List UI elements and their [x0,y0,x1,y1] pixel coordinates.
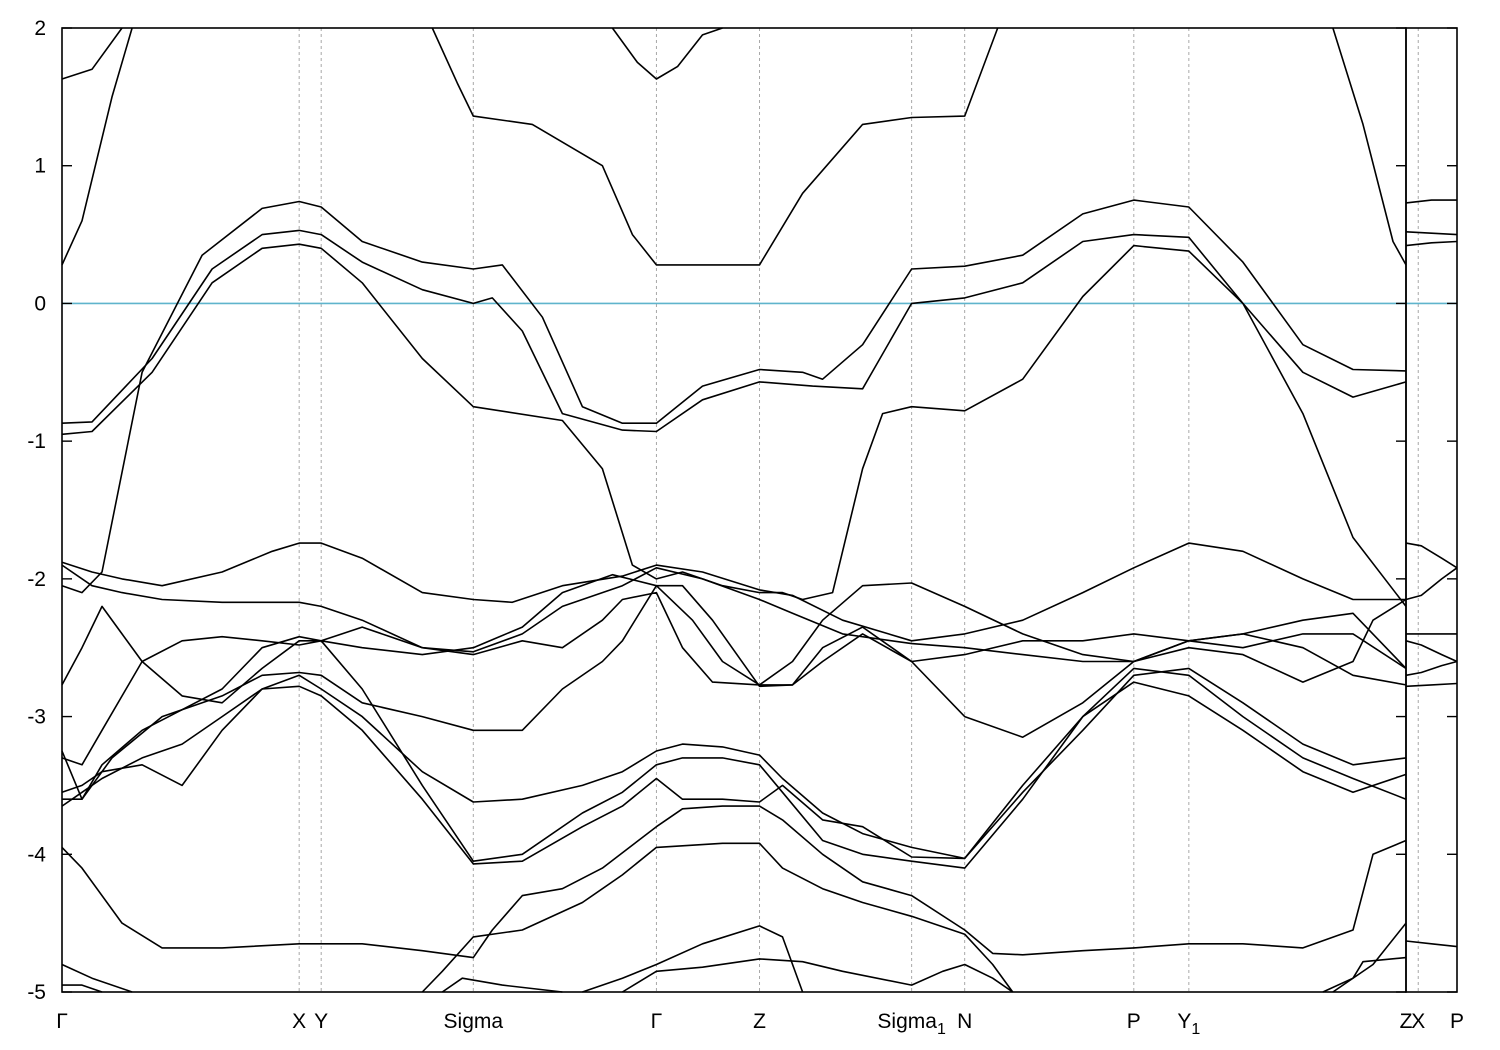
band-line [61,681,1407,865]
band-line [61,963,133,993]
band-line [62,984,103,993]
band-line [1405,682,1458,688]
band-line [62,635,1407,869]
band-line [1405,640,1458,663]
band-line [1332,922,1407,993]
band-line [61,667,1407,860]
band-line [61,199,1407,594]
y-axis-ticks [62,27,1457,993]
y-tick-label: -4 [27,843,46,866]
x-tick-label: Γ [56,1010,68,1033]
band-line [61,542,1406,642]
band-line [61,805,1407,959]
y-tick-label: -1 [27,430,46,453]
band-line [621,958,1014,993]
y-tick-label: -3 [27,706,46,729]
y-tick-label: -5 [27,981,46,1004]
x-tick-label: X [1411,1010,1425,1033]
band-line [611,27,723,80]
x-tick-label: X [292,1010,306,1033]
x-tick-label: Γ [651,1010,663,1033]
band-line [431,27,999,266]
x-tick-label: N [957,1010,972,1033]
x-tick-label: Z [753,1010,766,1033]
band-line [61,591,1407,766]
band-lines [61,27,1458,993]
x-tick-label: P [1450,1010,1464,1033]
band-line [1405,660,1458,677]
band-line [61,584,1407,800]
band-line [441,977,563,993]
band-line [61,27,133,266]
band-line [61,27,123,80]
kpoint-gridlines [298,28,1419,992]
y-tick-label: -2 [27,568,46,591]
panel-frame [61,27,1407,993]
band-line [1405,940,1458,948]
x-tick-label: P [1127,1010,1141,1033]
band-line [61,243,1407,607]
band-line [1332,27,1407,266]
x-tick-label: Y1 [1177,1010,1200,1038]
x-tick-label: Z [1400,1010,1413,1033]
band-line [1405,231,1458,236]
band-line [582,925,804,993]
band-line [1405,567,1458,601]
band-line [421,842,1014,993]
panel-frame [1405,27,1458,993]
band-line [1322,956,1407,993]
x-tick-label: Sigma [444,1010,504,1033]
plot-frame [61,27,1458,993]
band-line [61,229,1407,433]
y-tick-label: 2 [34,17,46,40]
y-tick-label: 1 [34,155,46,178]
x-tick-label: Sigma1 [877,1010,946,1038]
band-line [1405,240,1458,247]
x-tick-label: Y [314,1010,328,1033]
y-tick-label: 0 [34,292,46,315]
band-line [1405,199,1457,204]
band-line [1405,542,1458,569]
